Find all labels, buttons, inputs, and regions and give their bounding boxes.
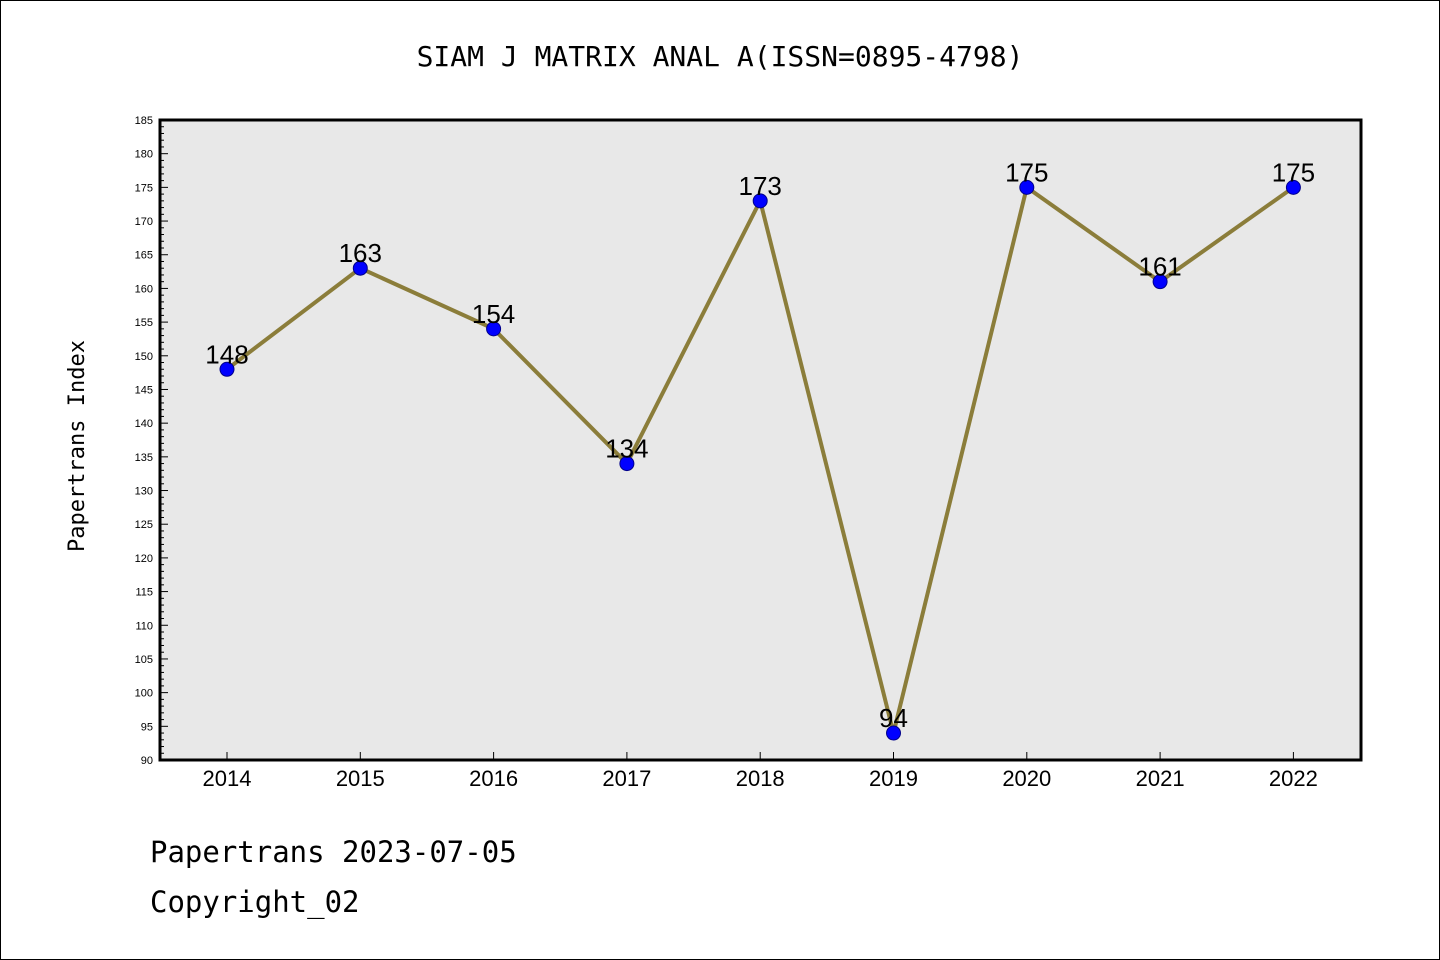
y-tick-label: 155 <box>135 317 153 329</box>
y-tick-label: 175 <box>135 182 153 194</box>
x-tick-label: 2021 <box>1136 766 1185 791</box>
data-point <box>1285 179 1301 195</box>
data-point <box>219 361 235 377</box>
x-tick-label: 2018 <box>736 766 785 791</box>
x-axis: 2014 2015 2016 2017 2018 2019 2020 2021 2022 <box>203 752 1318 791</box>
y-tick-label: 180 <box>135 149 153 161</box>
x-tick-label: 2015 <box>336 766 385 791</box>
y-tick-label: 165 <box>135 250 153 262</box>
data-point <box>619 456 635 472</box>
y-tick-label: 95 <box>141 721 153 733</box>
data-label: 148 <box>205 339 248 369</box>
footer-copyright: Copyright_02 <box>150 885 360 919</box>
data-point <box>752 193 768 209</box>
y-tick-label: 120 <box>135 553 153 565</box>
y-tick-label: 115 <box>135 587 153 599</box>
y-tick-label: 110 <box>135 620 153 632</box>
y-tick-label: 170 <box>135 216 153 228</box>
y-axis: 90 95 100 105 110 115 120 125 130 135 140 145 150 155… <box>135 115 168 767</box>
data-point <box>352 260 368 276</box>
x-tick-label: 2022 <box>1269 766 1318 791</box>
y-tick-label: 150 <box>135 351 153 363</box>
x-tick-label: 2016 <box>469 766 518 791</box>
y-tick-label: 100 <box>135 688 153 700</box>
data-label: 175 <box>1005 157 1048 187</box>
y-tick-label: 145 <box>135 384 153 396</box>
x-tick-label: 2017 <box>602 766 651 791</box>
y-tick-label: 130 <box>135 486 153 498</box>
data-point <box>1152 274 1168 290</box>
data-label: 173 <box>739 171 782 201</box>
data-label: 163 <box>339 238 382 268</box>
chart-title: SIAM J MATRIX ANAL A(ISSN=0895-4798) <box>417 40 1024 73</box>
data-label: 175 <box>1272 157 1315 187</box>
y-tick-label: 125 <box>135 519 153 531</box>
y-tick-label: 185 <box>135 115 153 127</box>
plot-area <box>158 118 1363 762</box>
y-axis-label: Papertrans Index <box>65 340 90 552</box>
x-tick-label: 2014 <box>203 766 252 791</box>
y-tick-label: 105 <box>135 654 153 666</box>
footer-date: Papertrans 2023-07-05 <box>150 835 517 869</box>
data-label: 161 <box>1138 252 1181 282</box>
data-label: 134 <box>605 434 648 464</box>
x-tick-label: 2019 <box>869 766 918 791</box>
x-tick-label: 2020 <box>1002 766 1051 791</box>
series-layer: 148 163 154 134 173 94 175 161 175 <box>205 157 1315 741</box>
data-point <box>486 321 502 337</box>
data-label: 94 <box>879 703 908 733</box>
y-tick-label: 140 <box>135 418 153 430</box>
data-point <box>886 725 901 741</box>
y-tick-label: 90 <box>141 755 153 767</box>
y-tick-label: 160 <box>135 283 153 295</box>
data-point <box>1019 179 1035 195</box>
data-label: 154 <box>472 299 515 329</box>
y-tick-label: 135 <box>135 452 153 464</box>
